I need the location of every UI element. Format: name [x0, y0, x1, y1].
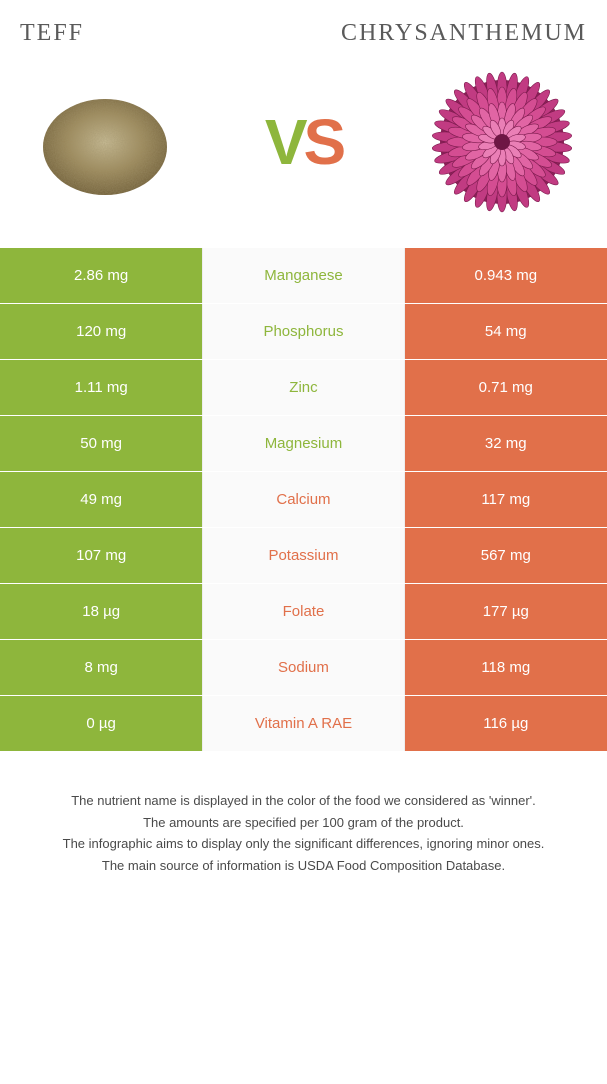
left-value-cell: 107 mg	[0, 528, 202, 583]
vs-label: VS	[265, 110, 342, 174]
right-value-cell: 32 mg	[405, 416, 607, 471]
nutrient-name-cell: Calcium	[202, 472, 404, 527]
nutrient-name-cell: Folate	[202, 584, 404, 639]
left-value-cell: 0 µg	[0, 696, 202, 751]
nutrient-name-cell: Zinc	[202, 360, 404, 415]
nutrient-name-cell: Sodium	[202, 640, 404, 695]
table-row: 50 mgMagnesium32 mg	[0, 415, 607, 471]
table-row: 8 mgSodium118 mg	[0, 639, 607, 695]
vs-letter-s: S	[304, 110, 343, 174]
left-food-title: Teff	[20, 20, 84, 47]
nutrient-name-cell: Magnesium	[202, 416, 404, 471]
footer-line: The infographic aims to display only the…	[20, 834, 587, 854]
table-row: 0 µgVitamin A RAE116 µg	[0, 695, 607, 751]
header-row: Teff Chrysanthemum	[0, 0, 607, 57]
left-value-cell: 18 µg	[0, 584, 202, 639]
right-value-cell: 117 mg	[405, 472, 607, 527]
chrysanthemum-image	[427, 67, 577, 217]
left-value-cell: 49 mg	[0, 472, 202, 527]
right-value-cell: 54 mg	[405, 304, 607, 359]
right-value-cell: 0.943 mg	[405, 248, 607, 303]
left-value-cell: 1.11 mg	[0, 360, 202, 415]
table-row: 2.86 mgManganese0.943 mg	[0, 247, 607, 303]
right-value-cell: 0.71 mg	[405, 360, 607, 415]
table-row: 18 µgFolate177 µg	[0, 583, 607, 639]
table-row: 120 mgPhosphorus54 mg	[0, 303, 607, 359]
footer-line: The main source of information is USDA F…	[20, 856, 587, 876]
table-row: 107 mgPotassium567 mg	[0, 527, 607, 583]
hero-row: VS	[0, 57, 607, 247]
nutrient-name-cell: Potassium	[202, 528, 404, 583]
nutrient-name-cell: Vitamin A RAE	[202, 696, 404, 751]
footer-line: The nutrient name is displayed in the co…	[20, 791, 587, 811]
right-food-title: Chrysanthemum	[341, 20, 587, 47]
right-value-cell: 118 mg	[405, 640, 607, 695]
comparison-table: 2.86 mgManganese0.943 mg120 mgPhosphorus…	[0, 247, 607, 751]
footer-notes: The nutrient name is displayed in the co…	[0, 751, 607, 907]
teff-image	[30, 67, 180, 217]
left-value-cell: 120 mg	[0, 304, 202, 359]
nutrient-name-cell: Manganese	[202, 248, 404, 303]
footer-line: The amounts are specified per 100 gram o…	[20, 813, 587, 833]
left-value-cell: 50 mg	[0, 416, 202, 471]
right-value-cell: 177 µg	[405, 584, 607, 639]
table-row: 1.11 mgZinc0.71 mg	[0, 359, 607, 415]
table-row: 49 mgCalcium117 mg	[0, 471, 607, 527]
vs-letter-v: V	[265, 110, 304, 174]
right-value-cell: 116 µg	[405, 696, 607, 751]
nutrient-name-cell: Phosphorus	[202, 304, 404, 359]
left-value-cell: 8 mg	[0, 640, 202, 695]
left-value-cell: 2.86 mg	[0, 248, 202, 303]
right-value-cell: 567 mg	[405, 528, 607, 583]
